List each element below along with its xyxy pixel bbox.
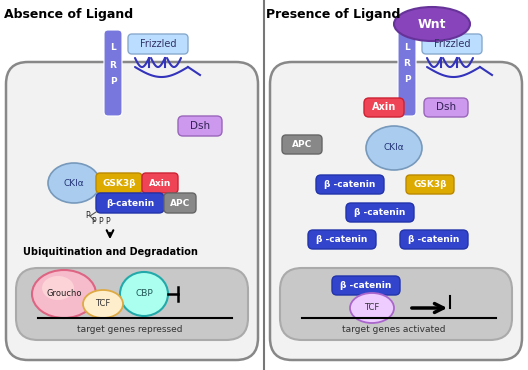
Text: TCF: TCF bbox=[96, 299, 111, 309]
Ellipse shape bbox=[120, 272, 168, 316]
Text: GSK3β: GSK3β bbox=[102, 178, 136, 188]
Text: Ubiquitination and Degradation: Ubiquitination and Degradation bbox=[23, 247, 197, 257]
Ellipse shape bbox=[42, 276, 74, 300]
Text: Frizzled: Frizzled bbox=[140, 39, 176, 49]
FancyBboxPatch shape bbox=[316, 175, 384, 194]
Text: R: R bbox=[110, 61, 117, 70]
FancyBboxPatch shape bbox=[104, 30, 122, 116]
Text: CBP: CBP bbox=[135, 289, 153, 299]
FancyBboxPatch shape bbox=[346, 203, 414, 222]
FancyBboxPatch shape bbox=[364, 98, 404, 117]
Text: P: P bbox=[99, 218, 103, 226]
Text: Wnt: Wnt bbox=[418, 17, 446, 30]
Text: Axin: Axin bbox=[149, 178, 171, 188]
FancyBboxPatch shape bbox=[424, 98, 468, 117]
Text: Axin: Axin bbox=[372, 102, 396, 112]
Text: P: P bbox=[106, 218, 110, 226]
Text: β -catenin: β -catenin bbox=[354, 208, 406, 217]
Ellipse shape bbox=[394, 7, 470, 41]
Text: Presence of Ligand: Presence of Ligand bbox=[266, 8, 400, 21]
FancyBboxPatch shape bbox=[280, 268, 512, 340]
Text: GSK3β: GSK3β bbox=[413, 180, 447, 189]
Ellipse shape bbox=[32, 270, 96, 318]
FancyBboxPatch shape bbox=[308, 230, 376, 249]
Ellipse shape bbox=[350, 293, 394, 323]
Text: P: P bbox=[92, 218, 96, 226]
Text: CKIα: CKIα bbox=[64, 178, 84, 188]
FancyBboxPatch shape bbox=[400, 230, 468, 249]
FancyBboxPatch shape bbox=[164, 193, 196, 213]
Text: β -catenin: β -catenin bbox=[324, 180, 376, 189]
Text: Absence of Ligand: Absence of Ligand bbox=[4, 8, 133, 21]
FancyBboxPatch shape bbox=[16, 268, 248, 340]
Text: TCF: TCF bbox=[364, 303, 380, 313]
FancyBboxPatch shape bbox=[282, 135, 322, 154]
Text: Dsh: Dsh bbox=[436, 102, 456, 112]
Text: β -catenin: β -catenin bbox=[316, 235, 367, 244]
Text: P: P bbox=[86, 212, 90, 221]
FancyBboxPatch shape bbox=[96, 173, 142, 193]
Text: Frizzled: Frizzled bbox=[433, 39, 470, 49]
FancyBboxPatch shape bbox=[142, 173, 178, 193]
Ellipse shape bbox=[48, 163, 100, 203]
FancyBboxPatch shape bbox=[398, 30, 416, 116]
Text: β -catenin: β -catenin bbox=[408, 235, 460, 244]
Text: R: R bbox=[403, 58, 410, 67]
Text: P: P bbox=[404, 74, 410, 84]
FancyBboxPatch shape bbox=[332, 276, 400, 295]
Text: L: L bbox=[110, 44, 116, 53]
FancyBboxPatch shape bbox=[270, 62, 522, 360]
Text: APC: APC bbox=[292, 140, 312, 149]
Text: target genes activated: target genes activated bbox=[342, 326, 446, 334]
Text: Dsh: Dsh bbox=[190, 121, 210, 131]
Ellipse shape bbox=[83, 290, 123, 318]
FancyBboxPatch shape bbox=[422, 34, 482, 54]
FancyBboxPatch shape bbox=[128, 34, 188, 54]
Text: β -catenin: β -catenin bbox=[341, 281, 392, 290]
Text: L: L bbox=[404, 43, 410, 51]
Ellipse shape bbox=[366, 126, 422, 170]
Text: Groucho: Groucho bbox=[46, 289, 82, 299]
Text: CKIα: CKIα bbox=[384, 144, 404, 152]
FancyBboxPatch shape bbox=[406, 175, 454, 194]
FancyBboxPatch shape bbox=[96, 193, 164, 213]
Text: P: P bbox=[110, 77, 116, 87]
Text: APC: APC bbox=[170, 198, 190, 208]
FancyBboxPatch shape bbox=[6, 62, 258, 360]
Text: target genes repressed: target genes repressed bbox=[77, 326, 183, 334]
Text: β-catenin: β-catenin bbox=[106, 198, 154, 208]
FancyBboxPatch shape bbox=[178, 116, 222, 136]
